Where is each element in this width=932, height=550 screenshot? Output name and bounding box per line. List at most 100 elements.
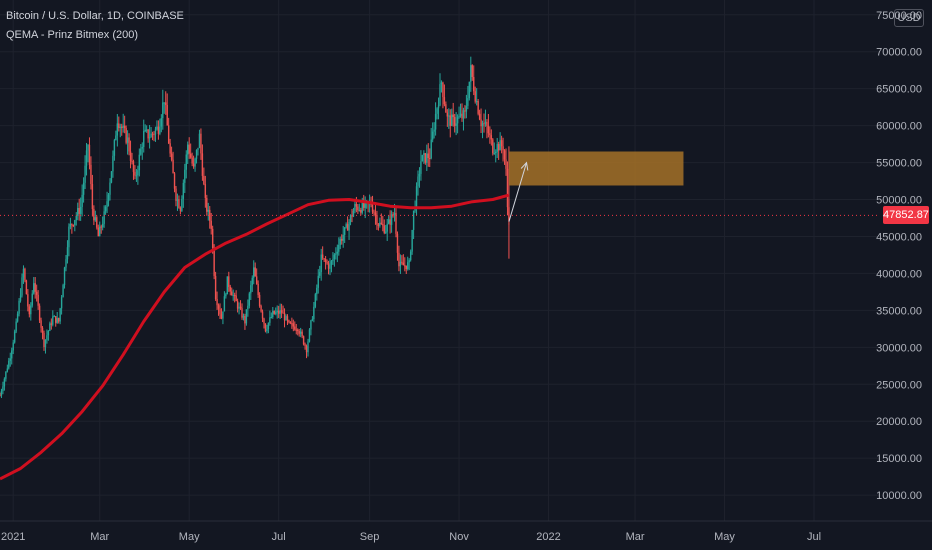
candle-body — [342, 234, 344, 241]
candle-body — [110, 171, 113, 183]
candle-body — [31, 293, 33, 306]
currency-label[interactable]: USD — [894, 9, 924, 27]
candle-body — [459, 113, 462, 117]
candle-body — [46, 335, 48, 340]
candle-body — [74, 220, 76, 226]
candle-body — [140, 148, 142, 155]
candle-body — [226, 276, 229, 295]
price-tick-label: 25000.00 — [876, 379, 922, 391]
time-tick-label: Jul — [807, 531, 821, 543]
candle-body — [233, 295, 236, 297]
candle-body — [399, 261, 402, 267]
current-price-label: 47852.87 — [883, 206, 929, 225]
candle-body — [289, 322, 292, 324]
candle-body — [412, 210, 415, 230]
candle-body — [502, 146, 504, 151]
candle-body — [188, 144, 190, 154]
candle-body — [437, 105, 440, 109]
price-tick-label: 65000.00 — [876, 84, 922, 96]
candle-body — [100, 226, 102, 228]
candle-body — [225, 294, 227, 297]
price-axis[interactable]: 10000.00 15000.00 20000.00 25000.00 30000.00… — [876, 10, 922, 502]
candle-body — [77, 208, 79, 216]
candle-body — [316, 287, 318, 295]
price-tick-label: 20000.00 — [876, 416, 922, 428]
candle-body — [339, 238, 341, 245]
candle-body — [154, 129, 157, 135]
candle-body — [28, 306, 31, 315]
candle-body — [392, 214, 394, 216]
candle-body — [401, 261, 403, 263]
time-axis[interactable]: 2021 Mar May Jul Sep Nov 2022 Mar May Jul — [1, 531, 821, 543]
candle-body — [254, 267, 256, 277]
candle-body — [273, 310, 275, 314]
candle-body — [266, 328, 268, 332]
candle-body — [396, 233, 399, 253]
candle-body — [160, 118, 163, 127]
candle-body — [443, 97, 446, 105]
candle-body — [377, 224, 380, 226]
candle-body — [354, 203, 356, 211]
candle-body — [464, 110, 466, 112]
candle-body — [22, 268, 25, 278]
candle-body — [18, 300, 20, 314]
candle-body — [118, 123, 120, 128]
candle-body — [170, 153, 173, 160]
candle-body — [294, 326, 296, 330]
candle-body — [122, 125, 124, 128]
candle-body — [195, 150, 198, 159]
candle-body — [52, 316, 54, 325]
candle-body — [128, 137, 130, 152]
candle-body — [299, 331, 302, 334]
candle-body — [361, 202, 363, 213]
candle-body — [329, 264, 331, 269]
price-tick-label: 15000.00 — [876, 453, 922, 465]
candle-body — [282, 312, 284, 314]
candle-body — [62, 285, 64, 298]
candle-body — [235, 295, 237, 302]
candle-body — [206, 197, 208, 212]
candle-body — [244, 316, 246, 324]
time-tick-label: Mar — [626, 531, 645, 543]
candle-body — [8, 360, 10, 369]
candle-body — [386, 223, 388, 232]
candle-body — [37, 294, 39, 306]
candle-body — [88, 144, 91, 165]
candle-body — [247, 305, 249, 310]
candle-body — [173, 173, 176, 189]
candle-body — [371, 204, 374, 212]
candle-body — [222, 311, 224, 319]
candle-body — [270, 317, 273, 319]
candle-body — [269, 317, 271, 323]
candle-body — [503, 150, 506, 160]
indicator-title[interactable]: QEMA - Prinz Bitmex (200) — [6, 29, 139, 41]
candle-body — [169, 143, 171, 154]
candle-body — [129, 151, 132, 161]
candle-body — [55, 316, 57, 323]
candle-body — [153, 134, 155, 136]
candle-body — [481, 123, 484, 127]
candle-body — [470, 65, 472, 82]
candle-body — [477, 101, 479, 114]
symbol-title[interactable]: Bitcoin / U.S. Dollar, 1D, COINBASE — [6, 10, 184, 22]
candle-body — [439, 84, 441, 106]
candle-body — [382, 224, 384, 226]
candle-body — [53, 316, 55, 318]
candle-body — [197, 147, 199, 151]
candle-body — [310, 320, 312, 330]
candle-body — [178, 199, 180, 208]
arrow-annotation[interactable] — [508, 162, 528, 222]
candle-body — [223, 296, 226, 312]
candle-body — [398, 252, 400, 267]
candle-body — [446, 112, 449, 117]
candle-body — [75, 215, 77, 221]
candle-body — [238, 306, 240, 309]
price-tick-label: 10000.00 — [876, 490, 922, 502]
candle-body — [317, 275, 319, 288]
candle-body — [474, 91, 476, 102]
target-zone-box[interactable] — [508, 151, 684, 186]
candle-body — [132, 161, 135, 172]
candle-body — [201, 153, 204, 176]
candle-body — [248, 293, 251, 306]
